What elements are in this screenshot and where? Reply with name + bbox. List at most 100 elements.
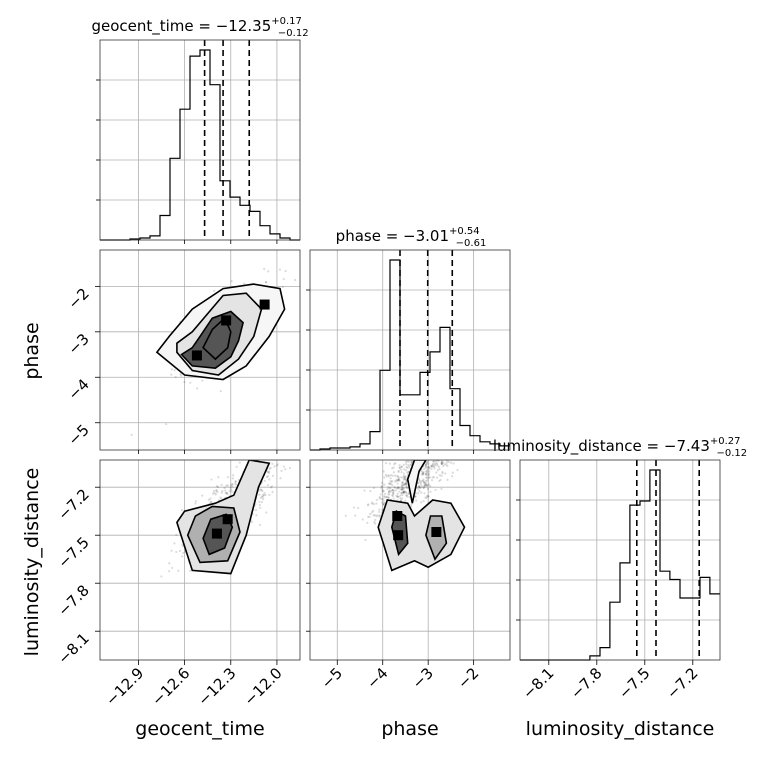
sample-point — [428, 466, 431, 469]
sample-point — [422, 486, 425, 490]
sample-point — [261, 489, 264, 493]
sample-point — [284, 269, 287, 273]
sample-point — [426, 479, 429, 482]
sample-point — [418, 440, 420, 442]
sample-point — [398, 464, 401, 467]
sample-point — [380, 501, 384, 504]
sample-point — [418, 456, 420, 458]
sample-point — [404, 490, 408, 494]
sample-point — [389, 482, 392, 485]
sample-point — [424, 466, 427, 469]
sample-point — [282, 277, 285, 281]
sample-point — [426, 451, 428, 453]
sample-point — [438, 455, 440, 457]
sample-point — [373, 522, 377, 525]
sample-point — [271, 462, 274, 465]
sample-point — [271, 474, 275, 478]
sample-point — [389, 489, 392, 492]
sample-point — [175, 533, 178, 537]
sample-point — [433, 467, 436, 470]
sample-point — [371, 501, 374, 504]
sample-point — [424, 472, 427, 476]
sample-point — [369, 512, 372, 516]
sample-point — [430, 464, 433, 467]
sample-point — [456, 447, 458, 449]
sample-point — [225, 484, 228, 487]
sample-point — [419, 486, 422, 489]
sample-point — [213, 492, 216, 495]
sample-point — [440, 460, 443, 463]
sample-point — [207, 498, 210, 501]
sample-point — [432, 431, 434, 433]
sample-point — [436, 469, 439, 472]
sample-point — [387, 493, 390, 496]
sample-point — [446, 443, 448, 445]
sample-point — [406, 460, 409, 463]
sample-point — [268, 493, 271, 497]
sample-point — [442, 440, 444, 442]
sample-point — [431, 445, 433, 447]
sample-point — [420, 473, 423, 476]
sample-point — [447, 446, 449, 448]
density-peak — [221, 315, 232, 326]
sample-point — [214, 489, 218, 492]
sample-point — [174, 376, 177, 379]
sample-point — [465, 433, 467, 435]
contour-line — [406, 460, 427, 504]
sample-point — [419, 432, 421, 434]
sample-point — [426, 468, 429, 471]
y-tick-label: −5 — [64, 421, 92, 449]
sample-point — [415, 447, 417, 449]
sample-point — [170, 373, 173, 376]
sample-point — [418, 479, 421, 482]
sample-point — [422, 486, 425, 489]
sample-point — [392, 491, 395, 494]
sample-point — [224, 489, 227, 492]
sample-point — [414, 495, 417, 498]
sample-point — [441, 451, 443, 453]
sample-point — [396, 487, 399, 490]
sample-point — [404, 499, 407, 502]
sample-point — [412, 456, 414, 458]
sample-point — [422, 499, 425, 503]
sample-point — [212, 489, 216, 493]
sample-point — [407, 470, 410, 473]
sample-point — [406, 495, 409, 498]
sample-point — [407, 492, 410, 495]
sample-point — [440, 448, 442, 450]
sample-point — [435, 461, 438, 464]
sample-point — [268, 478, 271, 481]
sample-point — [231, 474, 235, 477]
sample-point — [391, 467, 394, 470]
sample-point — [424, 464, 427, 467]
sample-point — [445, 461, 448, 464]
sample-point — [376, 514, 379, 517]
sample-point — [402, 484, 405, 487]
sample-point — [411, 445, 413, 447]
sample-point — [258, 493, 261, 496]
sample-point — [196, 387, 199, 390]
sample-point — [413, 455, 415, 457]
sample-point — [378, 497, 381, 500]
x-tick-label: −5 — [318, 664, 346, 692]
y-tick-label: −2 — [64, 284, 92, 312]
sample-point — [215, 489, 218, 492]
sample-point — [426, 487, 430, 490]
sample-point — [396, 486, 399, 490]
sample-point — [400, 486, 403, 489]
sample-point — [357, 506, 360, 510]
sample-point — [417, 481, 420, 485]
sample-point — [386, 487, 389, 491]
sample-point — [258, 503, 261, 507]
sample-point — [427, 465, 430, 469]
sample-point — [396, 495, 399, 498]
sample-point — [170, 549, 173, 552]
sample-point — [437, 465, 441, 468]
sample-point — [438, 479, 441, 483]
sample-point — [388, 487, 391, 490]
sample-point — [405, 484, 408, 487]
sample-point — [401, 486, 404, 490]
sample-point — [219, 496, 222, 499]
sample-point — [284, 468, 287, 471]
sample-point — [417, 455, 419, 457]
